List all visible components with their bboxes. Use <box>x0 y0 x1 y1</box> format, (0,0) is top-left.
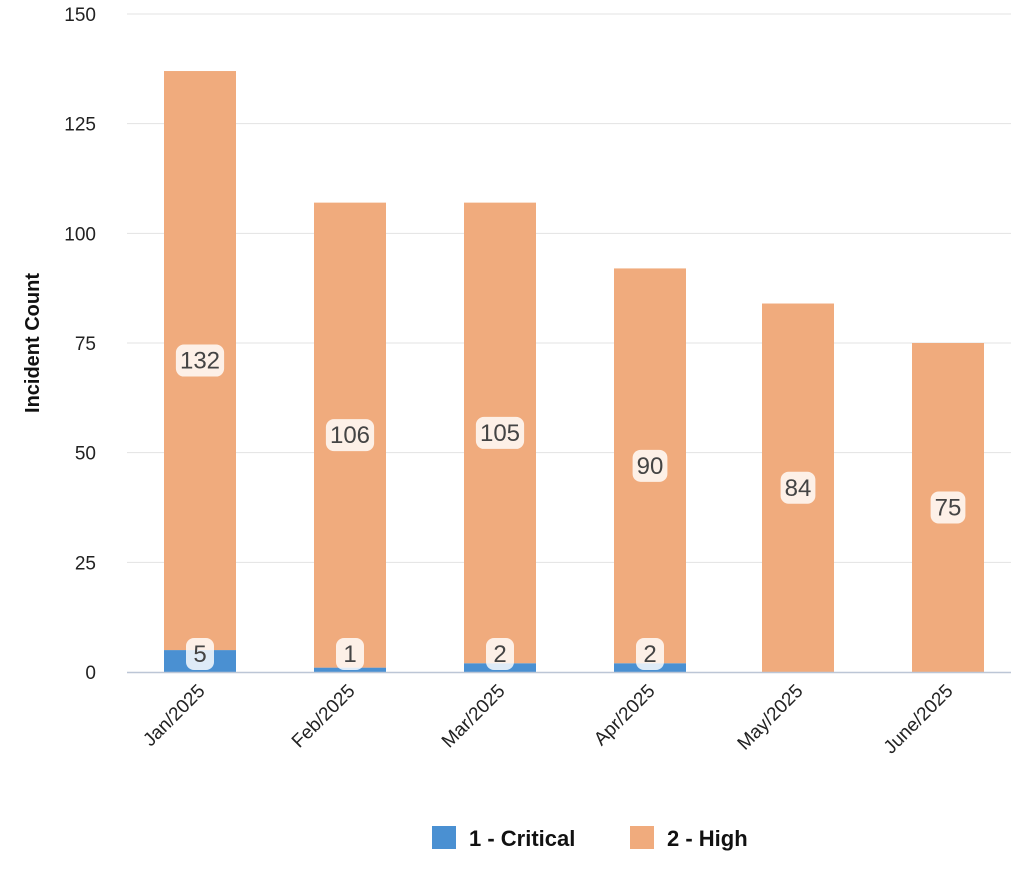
data-label-box <box>175 344 225 377</box>
data-label-box <box>486 638 514 670</box>
data-labels: 5 132 1 106 2 105 2 90 84 75 <box>175 344 966 670</box>
bars <box>164 71 984 672</box>
x-tick-label: June/2025 <box>880 681 958 759</box>
data-label: 132 <box>180 348 220 375</box>
data-label: 75 <box>935 495 962 522</box>
data-label: 2 <box>643 641 656 668</box>
y-tick-label: 75 <box>75 334 96 355</box>
data-label: 1 <box>343 641 356 668</box>
legend: 1 - Critical 2 - High <box>432 826 748 851</box>
data-label: 2 <box>493 641 506 668</box>
legend-item[interactable]: 2 - High <box>630 826 748 851</box>
y-tick-label: 0 <box>85 663 96 684</box>
data-label-box <box>636 638 664 670</box>
data-label-box <box>930 491 966 524</box>
data-label-box <box>186 638 214 670</box>
y-tick-label: 100 <box>64 224 96 245</box>
legend-swatch <box>630 826 654 849</box>
x-tick-label: Apr/2025 <box>590 681 659 750</box>
x-tick-label: Feb/2025 <box>288 681 360 753</box>
data-label-box <box>780 471 816 504</box>
y-axis-title: Incident Count <box>22 273 44 413</box>
data-label: 106 <box>330 422 370 449</box>
y-tick-label: 50 <box>75 444 96 465</box>
data-label-box <box>632 449 668 482</box>
data-label-box <box>336 638 364 670</box>
data-label-box <box>325 419 375 452</box>
data-label: 5 <box>193 641 206 668</box>
y-tick-label: 25 <box>75 553 96 574</box>
x-tick-label: May/2025 <box>734 681 808 755</box>
data-label: 90 <box>637 453 664 480</box>
data-label: 105 <box>480 420 520 447</box>
gridlines <box>127 13 1011 563</box>
x-tick-label: Jan/2025 <box>139 681 209 751</box>
legend-label: 1 - Critical <box>469 826 575 851</box>
data-label-box <box>475 416 525 449</box>
data-label: 84 <box>785 475 812 502</box>
y-tick-label: 125 <box>64 115 96 136</box>
legend-swatch <box>432 826 456 849</box>
x-tick-label: Mar/2025 <box>438 681 510 753</box>
legend-label: 2 - High <box>667 826 748 851</box>
legend-item[interactable]: 1 - Critical <box>432 826 575 851</box>
y-tick-label: 150 <box>64 5 96 26</box>
